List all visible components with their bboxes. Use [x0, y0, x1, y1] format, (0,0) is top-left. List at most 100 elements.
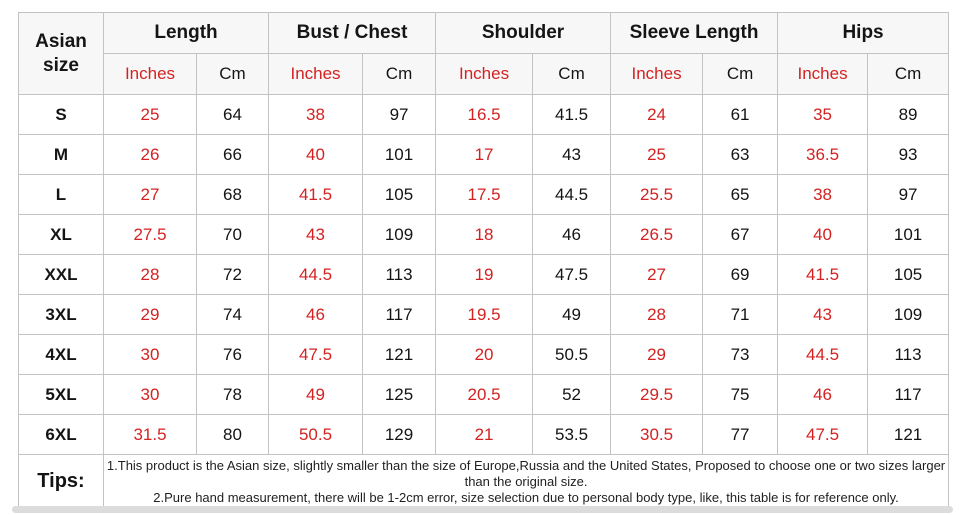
- inches-value-cell: 43: [777, 294, 869, 335]
- cm-value-cell: 109: [867, 294, 950, 335]
- inches-value-cell: 30.5: [610, 414, 704, 455]
- cm-value-cell: 70: [195, 214, 270, 255]
- table-header: Asian size Length Bust / Chest Shoulder Sle…: [18, 12, 950, 95]
- unit-header-row: Inches Cm Inches Cm Inches Cm Inches Cm Inches Cm: [19, 53, 950, 95]
- cm-value-cell: 101: [362, 134, 437, 175]
- size-cell: 6XL: [18, 414, 104, 455]
- cm-value-cell: 80: [195, 414, 270, 455]
- cm-value-cell: 117: [362, 294, 437, 335]
- cm-value-cell: 125: [362, 374, 437, 415]
- cm-value-cell: 64: [195, 94, 270, 135]
- inches-value-cell: 26: [103, 134, 197, 175]
- table-row-xl: XL 27.5 70 43 109 18 46 26.5 67 40 101: [18, 214, 950, 255]
- tips-row: Tips: 1.This product is the Asian size, …: [18, 454, 950, 509]
- cm-value-cell: 68: [195, 174, 270, 215]
- inches-value-cell: 47.5: [777, 414, 869, 455]
- group-header-2: Shoulder: [435, 12, 612, 54]
- cm-value-cell: 109: [362, 214, 437, 255]
- inches-value-cell: 50.5: [268, 414, 364, 455]
- cm-value-cell: 105: [362, 174, 437, 215]
- inches-value-cell: 17: [435, 134, 534, 175]
- cm-value-cell: 43: [532, 134, 612, 175]
- cm-unit-header: Cm: [867, 53, 950, 95]
- inches-value-cell: 27: [610, 254, 704, 295]
- tips-line-2: 2.Pure hand measurement, there will be 1…: [153, 489, 899, 505]
- inches-value-cell: 47.5: [268, 334, 364, 375]
- cm-value-cell: 63: [702, 134, 779, 175]
- cm-value-cell: 121: [362, 334, 437, 375]
- inches-value-cell: 20: [435, 334, 534, 375]
- size-cell: 4XL: [18, 334, 104, 375]
- size-cell: L: [18, 174, 104, 215]
- size-cell: S: [18, 94, 104, 135]
- table-row-3xl: 3XL 29 74 46 117 19.5 49 28 71 43 109: [18, 294, 950, 335]
- tips-text: 1.This product is the Asian size, slight…: [102, 454, 950, 509]
- cm-value-cell: 77: [702, 414, 779, 455]
- inches-unit-header: Inches: [777, 53, 869, 95]
- size-cell: XXL: [18, 254, 104, 295]
- group-header-row: Asian size Length Bust / Chest Shoulder Sle…: [18, 12, 950, 95]
- table-row-s: S 25 64 38 97 16.5 41.5 24 61 35 89: [18, 94, 950, 135]
- inches-value-cell: 40: [777, 214, 869, 255]
- inches-value-cell: 25: [610, 134, 704, 175]
- inches-value-cell: 21: [435, 414, 534, 455]
- inches-value-cell: 19: [435, 254, 534, 295]
- inches-value-cell: 44.5: [268, 254, 364, 295]
- horizontal-scrollbar[interactable]: [12, 506, 953, 513]
- size-cell: M: [18, 134, 104, 175]
- cm-unit-header: Cm: [362, 53, 437, 95]
- cm-value-cell: 52: [532, 374, 612, 415]
- inches-value-cell: 27: [103, 174, 197, 215]
- cm-unit-header: Cm: [195, 53, 270, 95]
- inches-value-cell: 29: [610, 334, 704, 375]
- inches-value-cell: 25.5: [610, 174, 704, 215]
- cm-value-cell: 105: [867, 254, 950, 295]
- cm-value-cell: 61: [702, 94, 779, 135]
- cm-value-cell: 93: [867, 134, 950, 175]
- inches-unit-header: Inches: [268, 53, 364, 95]
- cm-value-cell: 97: [362, 94, 437, 135]
- inches-value-cell: 18: [435, 214, 534, 255]
- inches-value-cell: 49: [268, 374, 364, 415]
- cm-value-cell: 49: [532, 294, 612, 335]
- cm-value-cell: 41.5: [532, 94, 612, 135]
- inches-value-cell: 16.5: [435, 94, 534, 135]
- cm-unit-header: Cm: [532, 53, 612, 95]
- inches-value-cell: 31.5: [103, 414, 197, 455]
- cm-value-cell: 73: [702, 334, 779, 375]
- inches-value-cell: 38: [268, 94, 364, 135]
- inches-value-cell: 24: [610, 94, 704, 135]
- size-cell: XL: [18, 214, 104, 255]
- inches-value-cell: 36.5: [777, 134, 869, 175]
- inches-value-cell: 46: [268, 294, 364, 335]
- table-row-4xl: 4XL 30 76 47.5 121 20 50.5 29 73 44.5 113: [18, 334, 950, 375]
- table-row-m: M 26 66 40 101 17 43 25 63 36.5 93: [18, 134, 950, 175]
- cm-value-cell: 97: [867, 174, 950, 215]
- cm-value-cell: 67: [702, 214, 779, 255]
- size-cell: 5XL: [18, 374, 104, 415]
- cm-value-cell: 117: [867, 374, 950, 415]
- inches-value-cell: 35: [777, 94, 869, 135]
- cm-unit-header: Cm: [702, 53, 779, 95]
- size-chart-table: Asian size Length Bust / Chest Shoulder Sle…: [18, 12, 950, 509]
- corner-header-asian-size: Asian size: [18, 12, 104, 95]
- cm-value-cell: 65: [702, 174, 779, 215]
- inches-value-cell: 27.5: [103, 214, 197, 255]
- table-row-6xl: 6XL 31.5 80 50.5 129 21 53.5 30.5 77 47.5 121: [18, 414, 950, 455]
- inches-value-cell: 25: [103, 94, 197, 135]
- tips-line-1: 1.This product is the Asian size, slight…: [106, 457, 946, 489]
- inches-value-cell: 46: [777, 374, 869, 415]
- inches-value-cell: 28: [610, 294, 704, 335]
- group-header-3: Sleeve Length: [610, 12, 779, 54]
- table-row-xxl: XXL 28 72 44.5 113 19 47.5 27 69 41.5 105: [18, 254, 950, 295]
- cm-value-cell: 78: [195, 374, 270, 415]
- group-header-4: Hips: [777, 12, 950, 54]
- inches-value-cell: 26.5: [610, 214, 704, 255]
- cm-value-cell: 101: [867, 214, 950, 255]
- inches-value-cell: 28: [103, 254, 197, 295]
- cm-value-cell: 47.5: [532, 254, 612, 295]
- inches-value-cell: 29: [103, 294, 197, 335]
- inches-unit-header: Inches: [435, 53, 534, 95]
- cm-value-cell: 121: [867, 414, 950, 455]
